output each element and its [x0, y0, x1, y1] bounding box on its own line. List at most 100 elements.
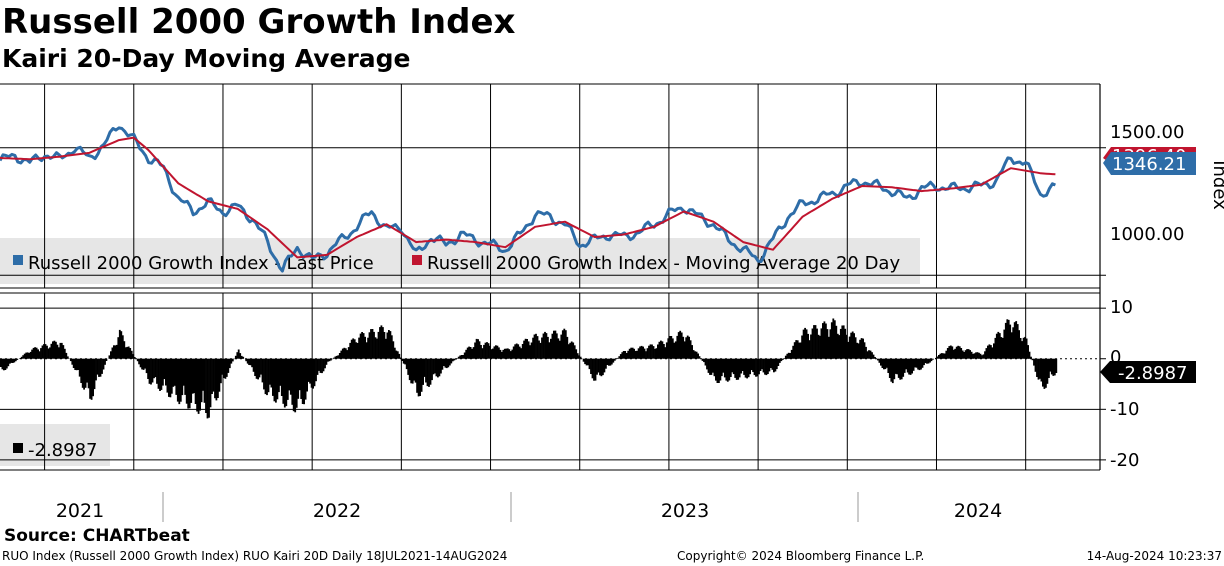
kairi-bar-667	[991, 347, 994, 359]
kairi-bar-3	[4, 358, 7, 370]
kairi-bar-384	[570, 341, 573, 359]
kairi-bar-94	[139, 358, 142, 368]
kairi-bar-121	[179, 358, 182, 402]
kairi-bar-9	[13, 358, 16, 363]
kairi-bar-382	[567, 344, 570, 359]
x-year-label-2023: 2023	[661, 500, 709, 522]
kairi-bar-677	[1006, 319, 1009, 359]
kairi-bar-292	[434, 358, 436, 374]
kairi-bar-163	[242, 356, 245, 359]
kairi-bar-574	[853, 333, 855, 359]
kairi-bar-475	[706, 358, 708, 370]
kairi-bar-584	[868, 350, 870, 359]
kairi-bar-576	[856, 342, 858, 359]
kairi-bar-477	[709, 358, 711, 375]
kairi-bar-511	[759, 358, 762, 371]
kairi-bar-631	[938, 355, 940, 359]
kairi-bar-288	[428, 358, 430, 387]
kairi-bar-454	[674, 341, 677, 359]
kairi-bar-679	[1009, 324, 1012, 359]
kairi-bar-461	[685, 337, 688, 359]
kairi-bar-150	[223, 358, 225, 378]
kairi-bar-443	[658, 341, 661, 359]
kairi-bar-18	[26, 352, 29, 359]
kairi-bar-316	[469, 347, 472, 359]
kairi-bar-248	[368, 332, 371, 359]
source-label: Source: CHARTbeat	[4, 526, 190, 546]
kairi-bar-385	[572, 342, 575, 359]
kairi-bar-450	[668, 336, 671, 359]
kairi-bar-680	[1010, 332, 1013, 359]
kairi-bar-178	[264, 358, 267, 395]
kairi-bar-328	[487, 343, 490, 359]
kairi-bar-322	[478, 341, 481, 359]
kairi-bar-100	[148, 358, 151, 384]
kairi-bar-634	[942, 353, 945, 359]
kairi-bar-415	[616, 357, 619, 359]
kairi-bar-601	[893, 358, 896, 380]
kairi-bar-670	[995, 333, 998, 359]
kairi-bar-195	[289, 358, 292, 395]
kairi-bar-432	[642, 346, 644, 359]
kairi-bar-544	[808, 340, 811, 359]
kairi-bar-24	[35, 347, 38, 359]
kairi-bar-665	[988, 344, 991, 359]
kairi-bar-546	[811, 328, 814, 359]
kairi-bar-419	[622, 351, 625, 359]
kairi-bar-108	[160, 358, 163, 390]
kairi-tick-label-10: 10	[1110, 297, 1133, 318]
kairi-bar-235	[349, 342, 352, 359]
kairi-bar-263	[390, 335, 393, 359]
kairi-bar-651	[967, 349, 970, 359]
kairi-bar-279	[414, 358, 417, 383]
kairi-bar-242	[359, 333, 362, 359]
kairi-bar-332	[493, 346, 496, 359]
kairi-bar-599	[890, 358, 893, 382]
kairi-bar-304	[451, 358, 454, 362]
kairi-bar-165	[245, 358, 248, 362]
kairi-bar-49	[72, 358, 75, 368]
ma-series-line	[0, 136, 1056, 259]
kairi-bar-528	[784, 355, 787, 359]
kairi-bar-566	[841, 325, 844, 359]
kairi-bar-225	[334, 356, 337, 359]
kairi-bar-42	[62, 345, 65, 359]
kairi-bar-149	[221, 358, 224, 375]
kairi-bar-374	[555, 333, 558, 359]
kairi-bar-41	[60, 342, 63, 359]
kairi-bar-158	[234, 355, 237, 359]
kairi-bar-200	[297, 358, 300, 399]
kairi-bar-372	[553, 330, 555, 359]
kairi-bar-643	[955, 346, 958, 359]
kairi-bar-43	[63, 348, 66, 359]
kairi-bar-506	[752, 358, 754, 372]
kairi-bar-271	[402, 358, 405, 364]
kairi-bar-226	[335, 355, 338, 359]
kairi-bar-160	[237, 349, 240, 359]
kairi-bar-571	[848, 336, 851, 359]
kairi-bar-180	[267, 358, 270, 393]
kairi-bar-395	[587, 358, 589, 366]
kairi-bar-417	[619, 354, 622, 359]
kairi-bar-529	[786, 353, 789, 359]
kairi-bar-441	[655, 348, 658, 359]
kairi-bar-531	[789, 353, 792, 359]
kairi-bar-199	[295, 358, 298, 408]
kairi-bar-126	[187, 358, 190, 409]
kairi-bar-2	[3, 358, 5, 371]
kairi-bar-78	[115, 344, 118, 359]
kairi-bar-75	[111, 347, 114, 359]
kairi-bar-451	[670, 336, 673, 359]
kairi-bar-622	[924, 358, 927, 364]
footer-timestamp: 14-Aug-2024 10:23:37	[1086, 549, 1222, 563]
kairi-bar-560	[832, 318, 835, 359]
kairi-bar-552	[820, 328, 823, 359]
kairi-bar-592	[880, 358, 882, 366]
kairi-bar-266	[395, 350, 398, 359]
kairi-bar-354	[526, 339, 528, 359]
kairi-bar-287	[426, 358, 429, 387]
kairi-bar-144	[214, 358, 216, 399]
kairi-bar-706	[1049, 358, 1052, 372]
kairi-bar-99	[147, 358, 149, 379]
